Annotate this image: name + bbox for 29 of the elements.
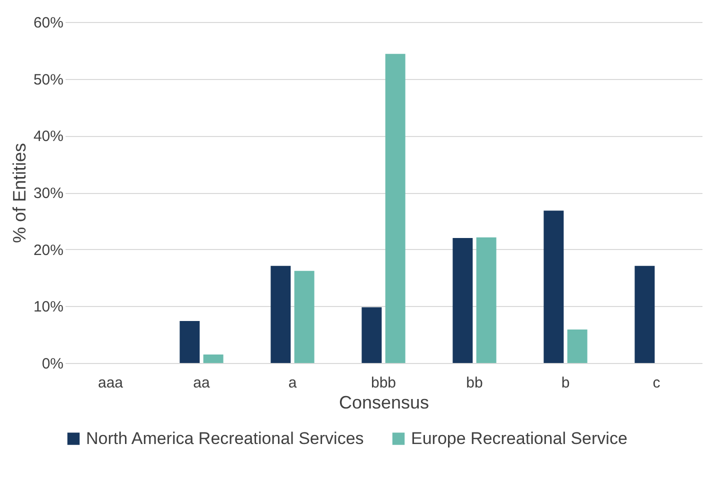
y-tick-label: 40% <box>33 128 64 146</box>
x-axis-title: Consensus <box>338 392 430 412</box>
bar <box>362 307 382 363</box>
bar <box>385 54 406 363</box>
y-tick-label: 10% <box>33 298 64 316</box>
bar <box>634 266 655 363</box>
y-tick-label: 30% <box>33 185 64 202</box>
bar <box>180 320 200 363</box>
bar <box>476 237 496 363</box>
y-tick-label: 20% <box>33 242 64 259</box>
bar <box>544 210 564 363</box>
y-tick-label: 60% <box>33 14 64 32</box>
x-tick-label: bb <box>466 374 483 392</box>
bar <box>270 266 291 363</box>
x-tick-label: aaa <box>98 374 124 392</box>
legend-label: North America Recreational Services <box>86 428 364 448</box>
y-tick-label: 0% <box>42 356 64 372</box>
x-tick-label: bbb <box>370 374 396 392</box>
bar <box>452 238 473 363</box>
x-tick-label: c <box>652 374 661 392</box>
x-tick-label: aa <box>193 374 210 392</box>
x-tick-label: a <box>288 374 298 392</box>
y-tick-label: 50% <box>33 71 64 88</box>
legend-label: Europe Recreational Service <box>411 428 628 448</box>
bar <box>203 354 224 363</box>
x-tick-label: b <box>561 374 570 392</box>
bar <box>294 270 314 363</box>
bar <box>567 329 588 363</box>
y-axis-title: % of Entities <box>9 142 30 244</box>
